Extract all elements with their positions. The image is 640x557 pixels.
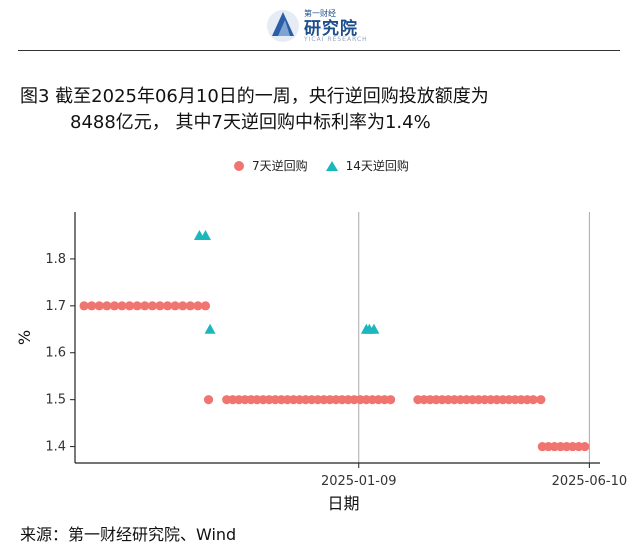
title-line-1: 图3 截至2025年06月10日的一周，央行逆回购投放额度为: [20, 86, 489, 107]
point-7day: [94, 301, 104, 311]
point-7day: [203, 395, 214, 405]
point-7day: [79, 301, 89, 311]
y-tick-label: 1.7: [45, 299, 66, 314]
y-tick-label: 1.5: [45, 393, 66, 408]
point-7day: [178, 301, 188, 311]
x-axis-title: 日期: [327, 494, 359, 513]
point-7day: [386, 395, 396, 405]
point-7day: [193, 301, 203, 311]
point-7day: [102, 301, 112, 311]
logo-mark-icon: [267, 10, 299, 42]
logo-english-text: YICAI RESEARCH: [304, 36, 368, 43]
y-axis-title: %: [15, 330, 34, 345]
y-tick-label: 1.8: [45, 252, 66, 267]
point-7day: [536, 395, 546, 405]
logo-main-text: 研究院: [304, 19, 358, 39]
chart-legend: 7天逆回购 14天逆回购: [234, 157, 427, 174]
point-7day: [162, 301, 173, 311]
legend-circle-icon: [234, 160, 244, 171]
point-7day: [109, 301, 120, 311]
title-line-2: 8488亿元， 其中7天逆回购中标利率为1.4%: [70, 112, 431, 133]
x-tick-label: 2025-06-10: [552, 474, 628, 489]
point-7day: [200, 301, 211, 311]
point-7day: [580, 441, 590, 452]
point-7day: [140, 301, 150, 311]
data-points: [79, 229, 590, 452]
point-7day: [528, 395, 538, 405]
logo-small-text: 第一财经: [304, 9, 336, 18]
point-14day: [199, 229, 211, 240]
source-note: 来源：第一财经研究院、Wind: [20, 525, 237, 544]
point-7day: [170, 301, 180, 311]
point-7day: [87, 301, 97, 311]
legend-item-14day: 14天逆回购: [325, 157, 409, 174]
point-7day: [155, 301, 165, 311]
x-tick-label: 2025-01-09: [321, 474, 397, 489]
vertical-reference-lines: [358, 212, 590, 463]
point-7day: [125, 301, 135, 311]
point-7day: [185, 301, 195, 311]
brand-logo: 第一财经 研究院 YICAI RESEARCH: [266, 6, 376, 48]
point-7day: [132, 301, 142, 311]
legend-label-14day: 14天逆回购: [345, 159, 409, 173]
legend-label-7day: 7天逆回购: [252, 159, 308, 173]
point-7day: [147, 301, 157, 311]
point-14day: [204, 323, 216, 334]
legend-triangle-icon: [325, 160, 338, 171]
y-axis: 1.4 1.5 1.6 1.7 1.8: [45, 212, 76, 463]
legend-item-7day: 7天逆回购: [234, 157, 308, 174]
header-divider: [18, 50, 620, 51]
point-14day: [368, 323, 380, 334]
x-axis: 2025-01-09 2025-06-10: [75, 462, 628, 489]
y-tick-label: 1.4: [45, 440, 66, 455]
y-tick-label: 1.6: [45, 346, 66, 361]
point-7day: [117, 301, 127, 311]
figure-title: 图3 截至2025年06月10日的一周，央行逆回购投放额度为 8488亿元， 其…: [20, 84, 489, 136]
